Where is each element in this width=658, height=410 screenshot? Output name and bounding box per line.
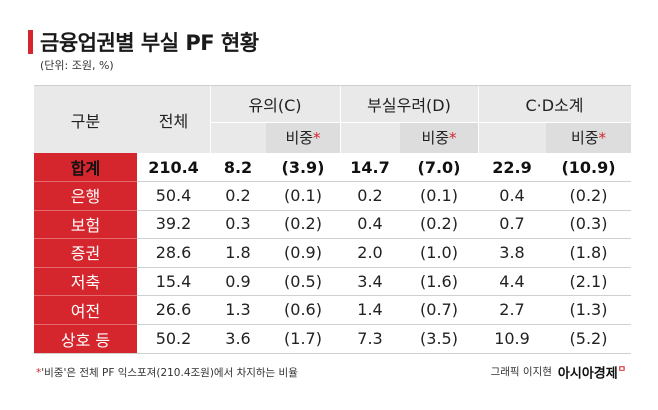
row-divider [137,238,631,240]
row-divider [137,209,631,211]
row-divider [137,324,631,325]
cell-c: 0.3 [225,214,251,234]
cell-total: 28.6 [155,242,192,262]
cell-cd-share: (10.9) [561,157,616,177]
row-divider [34,295,137,297]
cell-d-share: (1.6) [420,271,458,291]
cell-d: 1.4 [357,300,383,320]
cell-total: 26.6 [155,300,192,320]
cell-d-share: (1.0) [420,242,458,262]
header-group-d: 부실우려(D) [340,86,478,122]
cell-cd-share: (5.2) [569,329,608,348]
cell-d-share: (7.0) [417,157,461,177]
row-divider [137,181,631,182]
cell-d-share: (3.5) [420,329,458,348]
header-divider [210,86,211,153]
cell-cd: 2.7 [499,300,525,320]
cell-d-share: (0.1) [420,185,458,205]
header-group-c: 유의(C) [210,86,340,122]
row-label: 증권 [34,238,137,267]
cell-c: 0.9 [225,271,251,291]
cell-cd-share: (0.3) [569,214,608,234]
cell-cd-share: (0.2) [569,185,608,205]
header-divider [478,86,479,153]
header-divider [210,122,631,123]
title-accent-bar [28,30,33,54]
cell-total: 50.4 [155,185,192,205]
cell-c: 1.8 [225,242,251,262]
row-divider [34,266,137,268]
page-title: 금융업권별 부실 PF 현황 [40,31,259,55]
header-group-cd: C·D소계 [478,86,631,122]
row-divider [137,295,631,297]
cell-cd: 4.4 [499,271,525,291]
cell-c-share: (0.1) [284,185,322,205]
cell-d: 14.7 [350,157,390,177]
row-label: 보험 [34,209,137,239]
credit-text: 그래픽 이지현 [490,366,552,379]
row-label: 은행 [34,181,137,210]
cell-cd: 3.8 [499,242,525,262]
cell-d-share: (0.7) [420,300,458,320]
cell-d: 3.4 [357,271,383,291]
cell-c-share: (0.6) [284,300,322,320]
cell-c-share: (0.5) [284,271,322,291]
row-divider [34,181,137,182]
cell-c: 0.2 [225,185,251,205]
cell-cd: 0.4 [499,185,525,205]
header-c-value [210,122,266,153]
row-divider [34,324,137,325]
unit-label: (단위: 조원, %) [40,59,114,72]
cell-c-share: (1.7) [284,329,322,348]
cell-d: 0.2 [357,185,383,205]
cell-d: 7.3 [357,329,383,348]
row-label: 여전 [34,295,137,324]
row-divider [137,266,631,268]
cell-cd-share: (1.3) [569,300,608,320]
cell-d-share: (0.2) [420,214,458,234]
row-label: 합계 [34,153,137,181]
cell-cd: 10.9 [494,329,530,348]
cell-total: 15.4 [155,271,192,291]
row-label: 상호 등 [34,324,137,353]
pf-table: 구분 전체 유의(C) 부실우려(D) C·D소계 비중 * 비중 * 비중 * 합계… [34,85,631,354]
cell-cd-share: (2.1) [569,271,608,291]
cell-cd: 22.9 [492,157,532,177]
cell-d: 0.4 [357,214,383,234]
cell-total: 210.4 [148,157,199,177]
row-label: 저축 [34,266,137,296]
header-gubun: 구분 [34,86,137,153]
cell-c-share: (3.9) [281,157,325,177]
credit: 그래픽 이지현 아시아경제ㅁ [491,362,626,381]
cell-total: 50.2 [155,329,192,348]
header-d-share: 비중 * [400,122,478,153]
header-cd-share: 비중 * [546,122,631,153]
cell-cd-share: (1.8) [569,242,608,262]
footnote: *'비중'은 전체 PF 익스포져(210.4조원)에서 차지하는 비율 [36,367,298,379]
cell-c: 3.6 [225,329,251,348]
brand-logo: 아시아경제ㅁ [557,365,626,382]
header-total: 전체 [137,86,210,153]
cell-c: 1.3 [225,300,251,320]
header-divider [340,86,341,153]
cell-c-share: (0.2) [284,214,322,234]
cell-c: 8.2 [223,157,253,177]
header-d-value [340,122,400,153]
header-cd-value [478,122,546,153]
cell-d: 2.0 [357,242,383,262]
row-divider [34,238,137,240]
row-divider [34,209,137,211]
cell-total: 39.2 [155,214,192,234]
cell-cd: 0.7 [499,214,525,234]
header-c-share: 비중 * [266,122,340,153]
cell-c-share: (0.9) [284,242,322,262]
